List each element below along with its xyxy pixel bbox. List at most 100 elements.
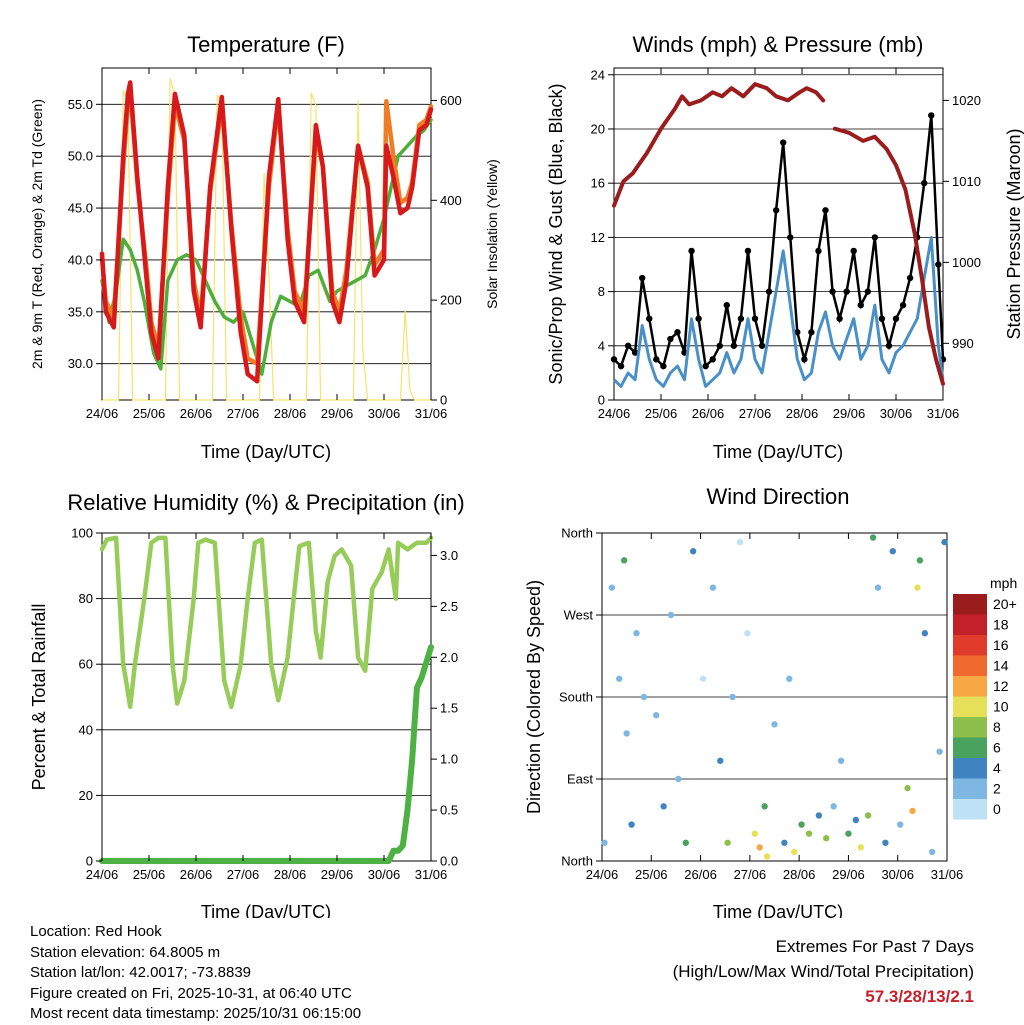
humidity-panel: Relative Humidity (%) & Precipitation (i… — [29, 490, 465, 918]
direction-point — [633, 630, 640, 637]
x-tick-label: 28/06 — [786, 406, 819, 421]
recent-timestamp: Most recent data timestamp: 2025/10/31 0… — [30, 1005, 362, 1022]
speed-legend-title: mph — [990, 575, 1017, 591]
x-tick-label: 24/06 — [86, 867, 119, 882]
direction-point — [771, 721, 778, 728]
humidity-x-label: Time (Day/UTC) — [201, 902, 331, 918]
y-tick-label: 30.0 — [68, 356, 93, 371]
x-tick-label: 31/06 — [415, 867, 448, 882]
direction-point — [941, 538, 948, 546]
x-tick-label: 24/06 — [86, 406, 119, 421]
winds-title: Winds (mph) & Pressure (mb) — [633, 32, 924, 57]
legend-label: 14 — [993, 658, 1009, 674]
legend-label: 20+ — [993, 596, 1017, 612]
x-tick-label: 24/06 — [586, 867, 619, 882]
direction-points — [601, 534, 948, 860]
y-tick-label: 20 — [591, 121, 605, 136]
legend-label: 4 — [993, 760, 1001, 776]
y-tick-label: North — [561, 854, 593, 869]
humidity-title: Relative Humidity (%) & Precipitation (i… — [67, 490, 464, 515]
direction-point — [620, 557, 628, 564]
direction-point — [689, 548, 697, 555]
legend-swatch — [953, 717, 987, 738]
direction-point — [882, 839, 889, 846]
direction-point — [763, 853, 771, 860]
legend-label: 18 — [993, 617, 1009, 633]
figure-created: Figure created on Fri, 2025-10-31, at 06… — [30, 984, 352, 1002]
extremes-subtitle: (High/Low/Max Wind/Total Precipitation) — [672, 962, 974, 981]
x-tick-label: 31/06 — [931, 867, 964, 882]
legend-swatch — [953, 758, 987, 779]
x-tick-label: 29/06 — [833, 406, 866, 421]
y-tick-label: 4 — [598, 338, 605, 353]
temperature-title: Temperature (F) — [187, 32, 345, 57]
legend-swatch — [953, 696, 987, 717]
station-latlon: Station lat/lon: 42.0017; -73.8839 — [30, 964, 252, 981]
precip-line — [99, 644, 434, 864]
legend-swatch — [953, 737, 987, 758]
y-tick-label: 40 — [79, 722, 93, 737]
x-tick-label: 26/06 — [684, 867, 717, 882]
y2-tick-label: 0 — [440, 393, 447, 408]
x-tick-label: 30/06 — [880, 406, 913, 421]
y2-tick-label: 2.0 — [440, 650, 458, 665]
direction-point — [791, 848, 798, 856]
direction-point — [798, 821, 805, 828]
temperature-series — [99, 80, 434, 384]
legend-swatch — [953, 614, 987, 635]
humidity-y-ticks: 0 20 40 60 80 100 — [71, 526, 102, 869]
x-tick-label: 25/06 — [133, 867, 166, 882]
winds-panel: Winds (mph) & Pressure (mb) 04812162024 … — [546, 32, 1024, 462]
direction-point — [761, 803, 768, 810]
direction-point — [864, 812, 872, 819]
temperature-y2-ticks: 0 200 400 600 — [431, 93, 462, 408]
x-tick-label: 31/06 — [927, 406, 960, 421]
direction-point — [845, 830, 852, 837]
y-tick-label: 50.0 — [68, 149, 93, 164]
temperature-y-label: 2m & 9m T (Red, Orange) & 2m Td (Green) — [29, 99, 45, 369]
station-location: Location: Red Hook — [30, 923, 162, 940]
winds-series — [610, 112, 947, 388]
direction-point — [736, 538, 744, 546]
x-tick-label: 27/06 — [227, 867, 260, 882]
y-tick-label: 16 — [591, 176, 605, 191]
y-tick-label: West — [564, 608, 594, 623]
direction-panel: Wind Direction North East South West North 2… — [524, 484, 1017, 918]
legend-label: 16 — [993, 637, 1009, 653]
direction-point — [823, 835, 830, 842]
direction-point — [857, 844, 864, 851]
legend-label: 10 — [993, 699, 1009, 715]
direction-point — [724, 839, 731, 846]
direction-point — [640, 693, 648, 701]
direction-point — [889, 548, 896, 555]
x-tick-label: 25/06 — [635, 867, 668, 882]
legend-swatch — [953, 655, 987, 676]
y2-tick-label: 1020 — [952, 93, 981, 108]
direction-point — [904, 784, 911, 792]
legend-swatch — [953, 635, 987, 656]
y2-tick-label: 0.5 — [440, 803, 458, 818]
direction-point — [616, 675, 623, 682]
y-tick-label: 24 — [591, 67, 605, 82]
x-tick-label: 29/06 — [321, 867, 354, 882]
direction-point — [852, 816, 860, 824]
y-tick-label: South — [559, 690, 593, 705]
direction-point — [869, 534, 877, 541]
y2-tick-label: 200 — [440, 293, 462, 308]
pressure-series — [612, 82, 945, 386]
pressure-line — [612, 82, 945, 386]
y-tick-label: East — [567, 772, 593, 787]
sonic-wind-line — [612, 235, 945, 388]
speed-legend: 20+ 18 16 14 12 10 8 6 4 2 0 — [953, 594, 1017, 820]
direction-x-ticks: 24/06 25/06 26/06 27/06 28/06 29/06 30/06 31/06 — [586, 533, 964, 882]
direction-title: Wind Direction — [706, 484, 849, 509]
direction-point — [717, 757, 724, 764]
x-tick-label: 25/06 — [645, 406, 678, 421]
direction-point — [667, 611, 675, 619]
direction-point — [874, 584, 882, 591]
x-tick-label: 27/06 — [734, 867, 767, 882]
y2-tick-label: 0.0 — [440, 854, 458, 869]
solar-y2-label: Solar Insolation (Yellow) — [484, 159, 500, 309]
y2-tick-label: 400 — [440, 193, 462, 208]
direction-point — [921, 630, 929, 637]
